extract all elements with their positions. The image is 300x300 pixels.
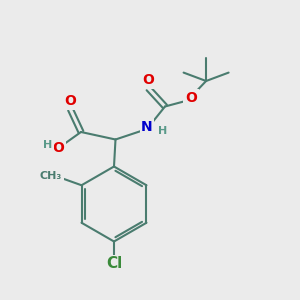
Text: O: O: [52, 142, 64, 155]
Text: Cl: Cl: [106, 256, 122, 272]
Text: O: O: [64, 94, 76, 108]
Text: O: O: [142, 73, 154, 87]
Text: CH₃: CH₃: [40, 171, 62, 181]
Text: N: N: [141, 120, 153, 134]
Text: H: H: [158, 126, 167, 136]
Text: H: H: [43, 140, 52, 151]
Text: O: O: [185, 91, 197, 105]
